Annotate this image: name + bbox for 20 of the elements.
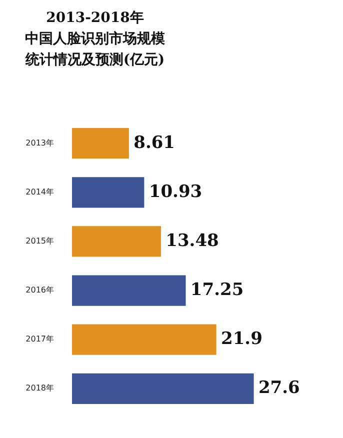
bar bbox=[72, 275, 186, 306]
bar bbox=[72, 324, 216, 355]
data-label: 21.9 bbox=[220, 329, 262, 350]
y-tick-label: 2017年 bbox=[26, 334, 54, 344]
bar bbox=[72, 128, 129, 159]
data-label: 17.25 bbox=[190, 280, 244, 300]
y-tick-label: 2015年 bbox=[26, 236, 54, 246]
data-label: 8.61 bbox=[134, 132, 176, 153]
bar bbox=[72, 226, 161, 257]
y-tick-label: 2018年 bbox=[26, 384, 54, 393]
bar bbox=[72, 373, 254, 404]
y-tick-label: 2016年 bbox=[26, 286, 54, 295]
data-label: 27.6 bbox=[258, 378, 300, 398]
y-tick-label: 2013年 bbox=[26, 138, 54, 148]
data-label: 13.48 bbox=[166, 230, 219, 251]
chart-subtitle: 中国人脸识别市场规模统计情况及预测(亿元) bbox=[24, 30, 166, 70]
chart-title: 2013-2018年 bbox=[45, 9, 145, 28]
bar bbox=[72, 177, 144, 208]
data-label: 10.93 bbox=[148, 182, 202, 202]
y-tick-label: 2014年 bbox=[26, 187, 54, 196]
